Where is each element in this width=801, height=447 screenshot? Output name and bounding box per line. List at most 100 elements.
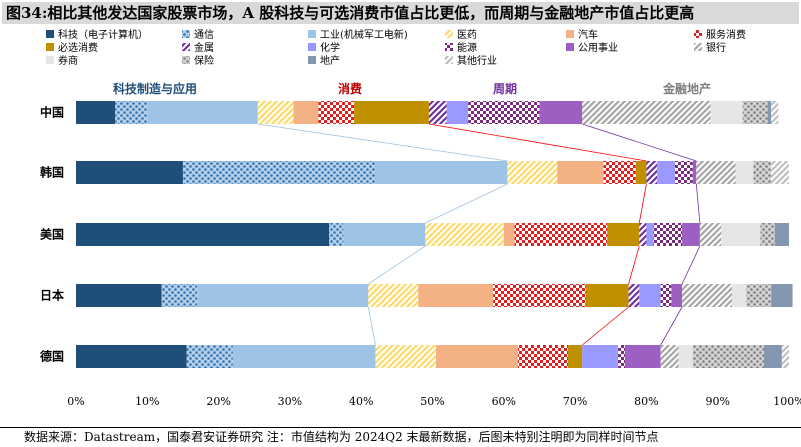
category-label: 德国	[40, 349, 64, 364]
bar-segment	[585, 284, 629, 307]
bar-segment	[771, 101, 779, 124]
x-tick-label: 10%	[135, 395, 159, 408]
legend-swatch	[694, 43, 702, 51]
bar-segment	[468, 101, 540, 124]
legend-swatch	[46, 56, 54, 64]
bar-segment	[518, 345, 568, 368]
x-tick-label: 20%	[206, 395, 230, 408]
bar-segment	[635, 161, 647, 184]
bars	[76, 101, 793, 368]
legend-item: 券商	[46, 54, 78, 67]
bar-row	[76, 101, 779, 124]
x-tick-label: 50%	[420, 395, 444, 408]
bar-segment	[182, 161, 376, 184]
legend-item: 通信	[182, 29, 214, 41]
bar-segment	[503, 223, 515, 246]
bar-segment	[657, 161, 675, 184]
legend-label: 保险	[194, 54, 214, 67]
bar-segment	[197, 284, 369, 307]
legend-label: 医药	[457, 29, 477, 41]
bar-segment	[671, 284, 683, 307]
connector-line	[581, 306, 629, 346]
x-tick-label: 70%	[563, 395, 587, 408]
category-label: 日本	[40, 288, 64, 303]
legend-label: 地产	[320, 54, 340, 67]
connector-line	[425, 183, 508, 224]
bar-segment	[742, 101, 768, 124]
group-label: 周期	[493, 81, 517, 96]
legend-swatch	[694, 30, 702, 38]
legend-label: 汽车	[578, 28, 598, 41]
connector-line	[428, 123, 647, 162]
category-label: 美国	[40, 227, 64, 242]
legend-item: 金属	[182, 41, 214, 54]
bar-segment	[76, 161, 183, 184]
legend-label: 能源	[457, 41, 477, 54]
legend-item: 必选消费	[46, 41, 98, 54]
bar-segment	[375, 345, 437, 368]
legend-swatch	[566, 30, 574, 38]
legend-label: 科技（电子计算机）	[58, 28, 148, 41]
bar-segment	[147, 101, 258, 124]
category-label: 中国	[40, 105, 64, 120]
connector-line	[628, 245, 640, 285]
bar-segment	[514, 223, 608, 246]
group-labels: 科技制造与应用 消费 周期 金融地产	[113, 81, 711, 96]
bar-segment	[115, 101, 148, 124]
bar-segment	[607, 223, 640, 246]
connector-line	[367, 306, 376, 346]
category-label: 韩国	[40, 165, 64, 180]
legend-label: 工业(机械军工电新)	[320, 28, 408, 41]
x-axis: 0% 10% 20% 30% 40% 50% 60% 70% 80% 90% 100%	[67, 395, 801, 408]
bar-segment	[639, 284, 661, 307]
bar-segment	[771, 284, 793, 307]
bar-segment	[692, 161, 697, 184]
legend-item: 工业(机械军工电新)	[308, 28, 408, 41]
bar-segment	[293, 101, 319, 124]
legend-item: 地产	[308, 54, 340, 67]
bar-segment	[329, 223, 344, 246]
bar-segment	[76, 223, 330, 246]
legend-item: 化学	[308, 41, 340, 54]
legend-label: 其他行业	[457, 54, 497, 67]
bar-segment	[428, 101, 447, 124]
bar-segment	[682, 284, 732, 307]
bar-segment	[425, 223, 504, 246]
x-tick-label: 0%	[67, 395, 84, 408]
bar-segment	[764, 345, 782, 368]
connector-line	[257, 123, 508, 162]
x-tick-label: 40%	[349, 395, 373, 408]
bar-segment	[682, 223, 700, 246]
bar-row	[76, 223, 789, 246]
group-label: 消费	[338, 81, 362, 96]
bar-segment	[354, 101, 429, 124]
bar-segment	[699, 223, 722, 246]
group-label: 科技制造与应用	[113, 81, 197, 96]
legend-label: 券商	[58, 54, 78, 67]
source-note: 数据来源：Datastream，国泰君安证券研究 注：市值结构为 2024Q2 …	[0, 427, 801, 447]
legend-swatch	[308, 56, 316, 64]
bar-segment	[660, 345, 679, 368]
bar-row	[76, 161, 789, 184]
x-tick-label: 80%	[634, 395, 658, 408]
x-tick-label: 100%	[773, 395, 801, 408]
bar-segment	[628, 284, 640, 307]
legend-item: 银行	[694, 41, 726, 54]
bar-segment	[653, 223, 683, 246]
bar-segment	[617, 345, 626, 368]
bar-segment	[646, 161, 658, 184]
bar-segment	[781, 345, 789, 368]
legend-swatch	[46, 30, 54, 38]
bar-segment	[646, 223, 654, 246]
bar-segment	[539, 101, 583, 124]
legend-swatch	[445, 30, 453, 38]
legend-label: 通信	[194, 29, 214, 41]
bar-segment	[753, 161, 772, 184]
bar-segment	[567, 345, 583, 368]
bar-segment	[76, 345, 187, 368]
legend-label: 服务消费	[706, 28, 746, 41]
bar-segment	[771, 161, 789, 184]
bar-segment	[674, 161, 693, 184]
legend-item: 医药	[445, 29, 477, 41]
